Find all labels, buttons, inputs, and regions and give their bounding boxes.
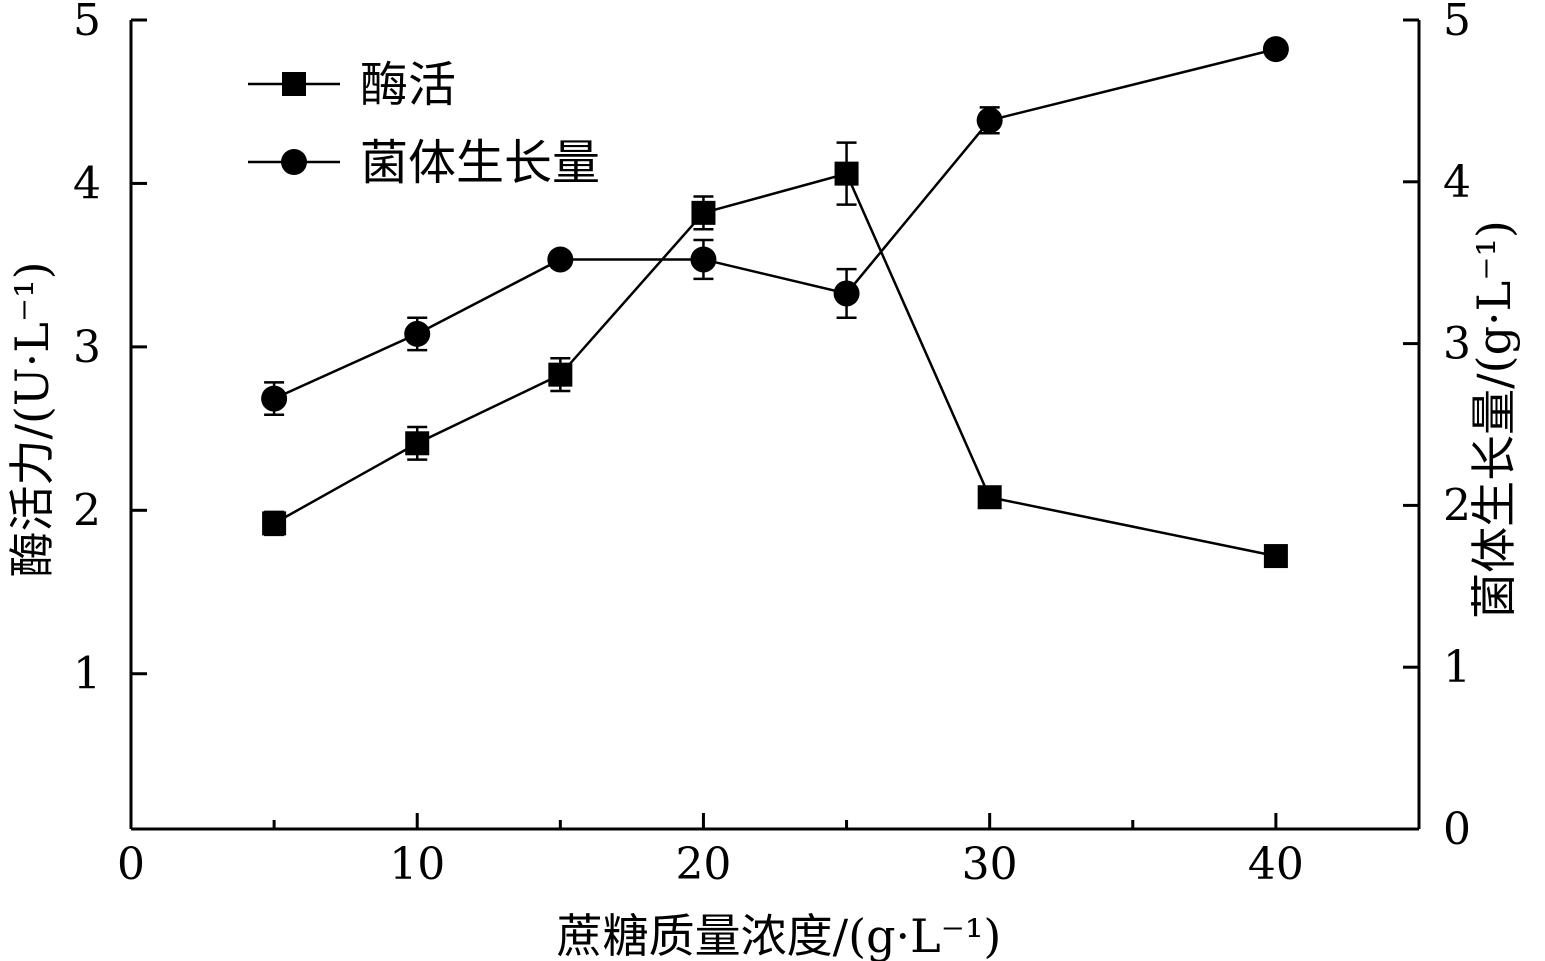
x-tick-label: 20 <box>675 839 731 890</box>
x-axis-title: 蔗糖质量浓度/(g·L⁻¹) <box>557 909 1002 961</box>
y-left-axis-title: 酶活力/(U·L⁻¹) <box>5 261 59 577</box>
axes: 0 10 20 30 40 1 2 3 4 5 0 1 2 3 4 5 <box>73 0 1471 890</box>
data-point-square <box>1263 544 1288 569</box>
y-right-tick-label: 0 <box>1443 804 1471 855</box>
data-point-square <box>405 431 430 456</box>
legend-marker-square <box>282 72 306 96</box>
data-point-square <box>977 485 1002 510</box>
x-tick-label: 0 <box>117 839 145 890</box>
y-left-tick-label: 5 <box>73 0 101 46</box>
legend-item: 酶活 <box>248 57 456 113</box>
data-point-square <box>691 200 716 225</box>
data-point-circle <box>1262 36 1289 63</box>
data-point-circle <box>976 107 1003 134</box>
y-right-tick-label: 1 <box>1443 642 1471 693</box>
x-tick-label: 10 <box>389 839 445 890</box>
y-right-tick-label: 4 <box>1443 157 1471 208</box>
y-left-tick-label: 1 <box>73 649 101 700</box>
x-tick-label: 30 <box>962 839 1018 890</box>
y-right-tick-label: 2 <box>1443 480 1471 531</box>
legend-item: 菌体生长量 <box>248 135 600 191</box>
data-point-circle <box>404 320 431 347</box>
legend-label: 酶活 <box>360 57 456 113</box>
series-enzyme-activity <box>262 141 1288 569</box>
y-right-axis-title: 菌体生长量/(g·L⁻¹) <box>1467 220 1521 619</box>
series-biomass <box>261 36 1289 417</box>
x-tick-label: 40 <box>1248 839 1304 890</box>
y-left-tick-label: 4 <box>73 158 101 209</box>
legend-label: 菌体生长量 <box>360 135 600 191</box>
y-left-tick-label: 3 <box>73 322 101 373</box>
y-right-tick-label: 5 <box>1443 0 1471 46</box>
data-point-square <box>548 362 573 387</box>
series-line <box>273 172 1277 558</box>
data-point-square <box>262 511 287 536</box>
series-layer <box>261 36 1289 569</box>
y-left-tick-label: 2 <box>73 485 101 536</box>
data-point-square <box>834 161 859 186</box>
data-point-circle <box>547 246 574 273</box>
data-point-circle <box>690 246 717 273</box>
y-right-tick-label: 3 <box>1443 319 1471 370</box>
legend-marker-circle <box>281 149 307 175</box>
data-point-circle <box>833 280 860 307</box>
data-point-circle <box>261 385 288 412</box>
